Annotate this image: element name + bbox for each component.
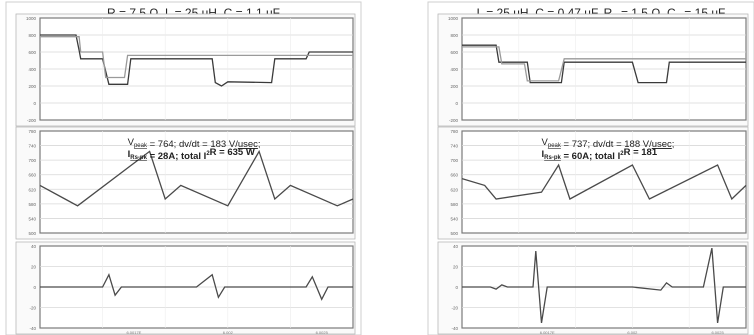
y-tick-label: 800 bbox=[450, 33, 458, 38]
y-tick-label: 540 bbox=[450, 216, 458, 221]
y-tick-label: 780 bbox=[450, 129, 458, 134]
y-tick-label: -200 bbox=[27, 118, 37, 123]
chart-2: L = 25 uH, C = 0.47 uF, RS = 1.5 Ω, CS =… bbox=[427, 1, 754, 335]
y-tick-label: 0 bbox=[33, 101, 36, 106]
y-tick-label: 1000 bbox=[26, 16, 37, 21]
y-tick-label: 600 bbox=[450, 50, 458, 55]
series-line-current bbox=[462, 247, 746, 324]
annotation-line-2: IRs-pk = 28A; total I2R = 635 W bbox=[128, 147, 255, 162]
panel-top: 1000 800 600 400 200 0 -200 bbox=[437, 13, 749, 127]
series-line-sawtooth bbox=[461, 163, 747, 201]
y-tick-label: 500 bbox=[450, 231, 458, 236]
panel-middle: 780 740 700 660 620 580 540 500 Vpeak = 737; dv/… bbox=[437, 126, 749, 240]
series-line-signal-b bbox=[462, 46, 746, 82]
y-tick-label: 580 bbox=[450, 202, 458, 207]
y-tick-label: 0 bbox=[455, 101, 458, 106]
x-tick-label: 6.0025 bbox=[316, 330, 329, 335]
y-tick-label: 660 bbox=[450, 173, 458, 178]
y-tick-label: 0 bbox=[455, 285, 458, 290]
y-tick-label: 20 bbox=[31, 265, 37, 270]
y-tick-label: 40 bbox=[31, 244, 37, 249]
series-line-current bbox=[40, 272, 353, 301]
y-tick-label: 620 bbox=[450, 187, 458, 192]
y-tick-label: 400 bbox=[450, 67, 458, 72]
y-tick-label: 200 bbox=[450, 84, 458, 89]
plot-area bbox=[461, 130, 747, 234]
y-tick-label: 780 bbox=[28, 129, 36, 134]
y-tick-label: 540 bbox=[28, 216, 36, 221]
y-tick-label: 700 bbox=[450, 158, 458, 163]
series-line-sawtooth bbox=[39, 149, 354, 207]
y-tick-label: 40 bbox=[453, 244, 459, 249]
y-tick-label: 620 bbox=[28, 187, 36, 192]
y-tick-label: 600 bbox=[28, 50, 36, 55]
y-tick-label: 660 bbox=[28, 173, 36, 178]
y-tick-label: 200 bbox=[28, 84, 36, 89]
y-tick-label: 0 bbox=[33, 285, 36, 290]
y-tick-label: 20 bbox=[453, 265, 459, 270]
y-tick-label: 400 bbox=[28, 67, 36, 72]
series-line-signal-b bbox=[40, 36, 353, 79]
x-tick-label: 6.002 bbox=[223, 330, 234, 335]
y-tick-label: 500 bbox=[28, 231, 36, 236]
y-tick-label: 700 bbox=[28, 158, 36, 163]
y-tick-label: 1000 bbox=[448, 16, 459, 21]
y-tick-label: -40 bbox=[29, 326, 36, 331]
panel-top: 1000 800 600 400 200 0 -200 bbox=[15, 13, 356, 127]
chart-1: R = 7.5 Ω, L = 25 uH, C = 1.1 uF10008006… bbox=[5, 1, 362, 335]
y-tick-label: -20 bbox=[29, 306, 36, 311]
y-tick-label: -40 bbox=[451, 326, 458, 331]
y-tick-label: 740 bbox=[28, 144, 36, 149]
panel-middle: 780 740 700 660 620 580 540 500 Vpeak = 764; dv/… bbox=[15, 126, 356, 240]
annotation-line-1: Vpeak = 737; dv/dt = 188 V/usec; bbox=[542, 137, 675, 150]
annotation-line-1: Vpeak = 764; dv/dt = 183 V/usec; bbox=[128, 137, 261, 150]
y-tick-label: 800 bbox=[28, 33, 36, 38]
x-tick-label: 6.0017E bbox=[540, 330, 555, 335]
x-tick-label: 6.002 bbox=[627, 330, 638, 335]
y-tick-label: -200 bbox=[449, 118, 459, 123]
plot-area bbox=[39, 130, 354, 234]
annotation-line-2: IRs-pk = 60A; total I2R = 181 bbox=[542, 147, 658, 162]
x-tick-label: 6.0025 bbox=[711, 330, 724, 335]
series-line-signal-a bbox=[462, 44, 746, 84]
y-tick-label: 740 bbox=[450, 144, 458, 149]
y-tick-label: -20 bbox=[451, 306, 458, 311]
y-tick-label: 580 bbox=[28, 202, 36, 207]
x-tick-label: 6.0017E bbox=[126, 330, 141, 335]
series-line-signal-a bbox=[40, 34, 353, 87]
